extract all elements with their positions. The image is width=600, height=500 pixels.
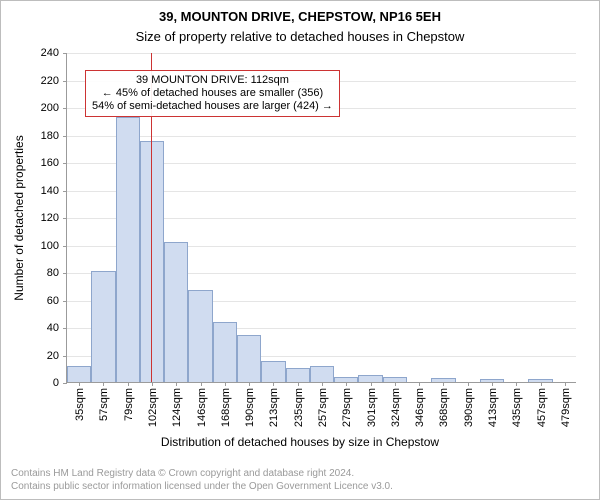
chart-subtitle: Size of property relative to detached ho… <box>1 29 599 44</box>
histogram-bar <box>164 242 188 382</box>
histogram-bar <box>91 271 115 382</box>
x-tick-mark <box>201 382 202 386</box>
annotation-line1: 39 MOUNTON DRIVE: 112sqm <box>92 74 333 87</box>
x-tick-label: 413sqm <box>485 388 499 427</box>
x-tick-label: 279sqm <box>339 388 353 427</box>
x-tick-label: 457sqm <box>534 388 548 427</box>
x-tick-label: 390sqm <box>461 388 475 427</box>
x-tick-mark <box>565 382 566 386</box>
x-tick-label: 213sqm <box>266 388 280 427</box>
y-tick-label: 220 <box>41 75 67 87</box>
x-tick-label: 146sqm <box>194 388 208 427</box>
x-tick-label: 368sqm <box>436 388 450 427</box>
x-tick-mark <box>419 382 420 386</box>
chart-container: 39, MOUNTON DRIVE, CHEPSTOW, NP16 5EH Si… <box>0 0 600 500</box>
x-tick-mark <box>225 382 226 386</box>
x-tick-mark <box>103 382 104 386</box>
y-tick-label: 0 <box>53 377 67 389</box>
y-tick-label: 140 <box>41 185 67 197</box>
y-tick-label: 100 <box>41 240 67 252</box>
credits-line2: Contains public sector information licen… <box>11 480 393 493</box>
x-tick-mark <box>322 382 323 386</box>
gridline <box>67 53 576 54</box>
annotation-line2: ← 45% of detached houses are smaller (35… <box>92 87 333 100</box>
annotation-box: 39 MOUNTON DRIVE: 112sqm← 45% of detache… <box>85 70 340 118</box>
x-tick-label: 346sqm <box>412 388 426 427</box>
x-tick-mark <box>79 382 80 386</box>
y-axis-label: Number of detached properties <box>12 135 26 300</box>
credits-text: Contains HM Land Registry data © Crown c… <box>11 467 393 493</box>
x-tick-label: 301sqm <box>364 388 378 427</box>
y-tick-label: 120 <box>41 212 67 224</box>
y-tick-label: 80 <box>47 267 67 279</box>
x-tick-mark <box>443 382 444 386</box>
y-tick-label: 200 <box>41 102 67 114</box>
annotation-line3: 54% of semi-detached houses are larger (… <box>92 100 333 113</box>
x-tick-label: 35sqm <box>72 388 86 421</box>
x-tick-label: 235sqm <box>291 388 305 427</box>
x-tick-mark <box>128 382 129 386</box>
histogram-bar <box>188 290 212 382</box>
x-tick-label: 57sqm <box>96 388 110 421</box>
x-tick-mark <box>152 382 153 386</box>
histogram-bar <box>116 117 140 382</box>
histogram-bar <box>286 368 310 382</box>
x-tick-mark <box>249 382 250 386</box>
x-tick-mark <box>346 382 347 386</box>
x-tick-mark <box>468 382 469 386</box>
histogram-bar <box>67 366 91 383</box>
x-axis-label: Distribution of detached houses by size … <box>1 435 599 449</box>
histogram-bar <box>261 361 285 382</box>
x-tick-mark <box>541 382 542 386</box>
y-tick-label: 180 <box>41 130 67 142</box>
x-tick-mark <box>273 382 274 386</box>
y-tick-label: 160 <box>41 157 67 169</box>
histogram-bar <box>310 366 334 383</box>
x-tick-label: 124sqm <box>169 388 183 427</box>
x-tick-label: 79sqm <box>121 388 135 421</box>
y-tick-label: 40 <box>47 322 67 334</box>
y-tick-label: 20 <box>47 350 67 362</box>
y-tick-label: 60 <box>47 295 67 307</box>
histogram-bar <box>358 375 382 382</box>
histogram-bar <box>237 335 261 382</box>
x-tick-mark <box>371 382 372 386</box>
x-tick-label: 190sqm <box>242 388 256 427</box>
credits-line1: Contains HM Land Registry data © Crown c… <box>11 467 393 480</box>
chart-title: 39, MOUNTON DRIVE, CHEPSTOW, NP16 5EH <box>1 9 599 24</box>
plot-area: 02040608010012014016018020022024035sqm57… <box>66 53 576 383</box>
x-tick-label: 168sqm <box>218 388 232 427</box>
x-tick-mark <box>492 382 493 386</box>
x-tick-mark <box>176 382 177 386</box>
x-tick-label: 435sqm <box>509 388 523 427</box>
gridline <box>67 136 576 137</box>
x-tick-label: 102sqm <box>145 388 159 427</box>
x-tick-mark <box>516 382 517 386</box>
x-tick-label: 257sqm <box>315 388 329 427</box>
x-tick-mark <box>298 382 299 386</box>
x-tick-mark <box>395 382 396 386</box>
histogram-bar <box>213 322 237 383</box>
x-tick-label: 324sqm <box>388 388 402 427</box>
y-tick-label: 240 <box>41 47 67 59</box>
x-tick-label: 479sqm <box>558 388 572 427</box>
